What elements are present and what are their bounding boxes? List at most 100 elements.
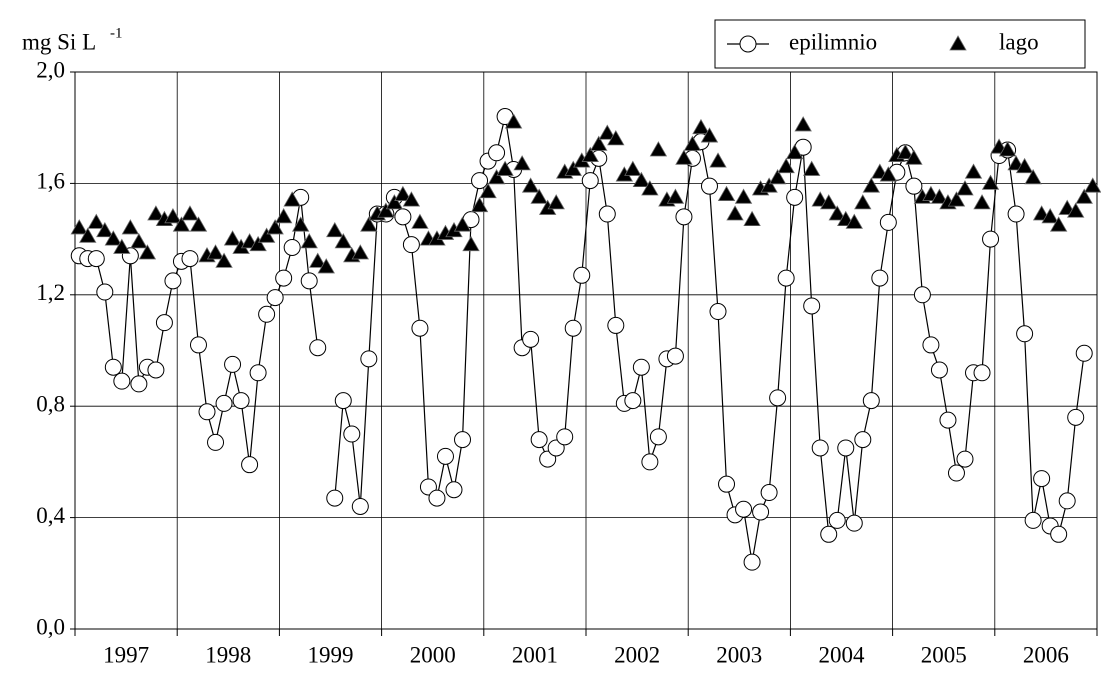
point: [939, 411, 957, 429]
point: [96, 283, 114, 301]
point: [274, 208, 293, 224]
point: [760, 177, 778, 193]
x-tick-label: 2000: [410, 642, 456, 667]
point: [224, 355, 242, 373]
point: [487, 169, 506, 185]
point: [113, 238, 131, 254]
point: [530, 431, 548, 449]
y-tick-label: 1,2: [36, 280, 65, 305]
point: [300, 233, 318, 249]
point: [258, 305, 276, 323]
point: [130, 233, 148, 249]
point: [309, 339, 327, 357]
point: [113, 372, 131, 390]
point: [521, 177, 540, 193]
x-tick-label: 1999: [308, 642, 354, 667]
point: [462, 235, 480, 252]
point: [300, 272, 318, 290]
point: [283, 238, 301, 256]
point: [309, 252, 327, 268]
point: [675, 208, 693, 226]
point: [973, 364, 991, 382]
point: [215, 252, 233, 268]
x-tick-label: 2006: [1023, 642, 1069, 667]
point: [982, 230, 1000, 248]
point: [607, 130, 625, 146]
point: [471, 172, 489, 190]
y-axis-label: mg Si L: [22, 29, 96, 54]
point: [334, 392, 352, 410]
point: [411, 213, 429, 229]
point: [743, 553, 761, 571]
x-tick-label: 1997: [103, 642, 149, 667]
point: [504, 113, 523, 129]
point: [206, 244, 225, 260]
point: [147, 205, 165, 221]
point: [930, 188, 949, 204]
point: [718, 475, 736, 493]
point: [155, 314, 173, 332]
point: [632, 358, 650, 376]
point: [675, 149, 693, 165]
point: [896, 143, 915, 160]
point: [257, 227, 276, 243]
point: [351, 497, 369, 515]
point: [922, 336, 940, 354]
point: [879, 213, 897, 231]
point: [607, 316, 625, 334]
point: [956, 180, 974, 196]
point: [641, 453, 659, 471]
point: [845, 213, 863, 229]
point: [181, 205, 199, 221]
point: [326, 489, 344, 507]
y-tick-label: 0,0: [36, 614, 65, 639]
point: [1067, 408, 1085, 426]
point: [530, 188, 548, 204]
point: [1049, 216, 1068, 232]
point: [147, 361, 165, 379]
point: [700, 127, 719, 143]
x-tick-label: 2004: [819, 642, 866, 667]
point: [811, 439, 829, 457]
point: [266, 289, 284, 307]
point: [1067, 202, 1085, 218]
point: [828, 205, 846, 221]
point: [828, 511, 846, 529]
legend-marker: [739, 35, 757, 53]
point: [726, 205, 744, 221]
point: [649, 428, 667, 446]
legend-label: lago: [999, 29, 1039, 54]
point: [241, 456, 259, 474]
point: [683, 135, 702, 151]
point: [709, 303, 727, 321]
point: [522, 330, 540, 348]
point: [207, 433, 225, 451]
point: [164, 208, 182, 224]
point: [1075, 344, 1093, 362]
point: [513, 155, 531, 171]
point: [164, 272, 182, 290]
y-tick-label: 1,6: [36, 169, 65, 194]
point: [1033, 470, 1051, 488]
point: [283, 191, 301, 207]
point: [879, 166, 898, 182]
point: [624, 160, 642, 176]
point: [573, 266, 591, 284]
point: [1041, 208, 1059, 224]
point: [317, 258, 335, 274]
point: [700, 177, 718, 195]
point: [334, 233, 352, 249]
point: [266, 219, 284, 235]
point: [785, 143, 804, 160]
y-tick-label: 0,8: [36, 391, 65, 416]
point: [947, 464, 965, 482]
point: [496, 160, 514, 176]
point: [360, 216, 378, 232]
legend-marker: [949, 35, 967, 51]
plot-frame: [74, 71, 1098, 630]
point: [1058, 492, 1076, 510]
point: [479, 182, 497, 199]
point: [581, 172, 599, 190]
point: [198, 403, 216, 421]
point: [1015, 157, 1034, 174]
